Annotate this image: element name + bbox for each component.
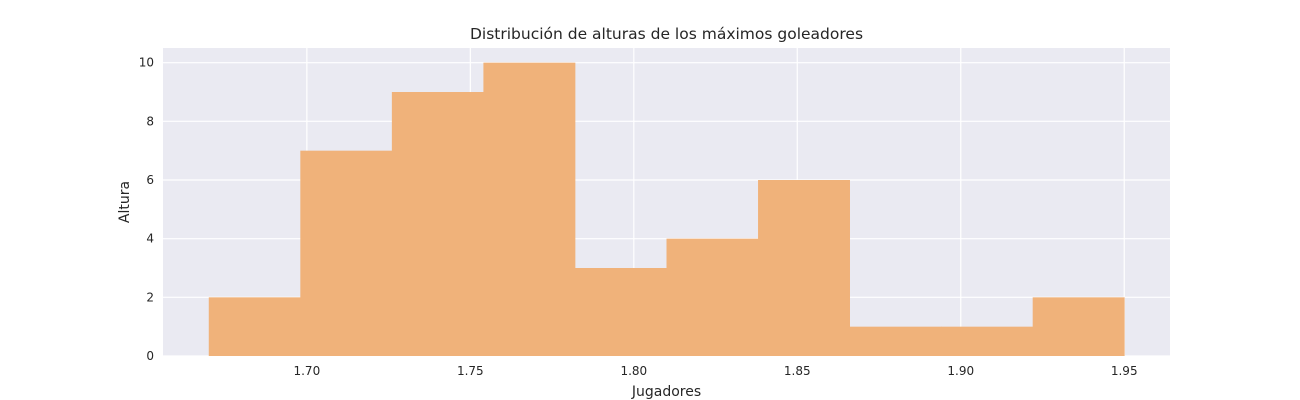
histogram-bar-2 <box>300 150 393 356</box>
histogram-bar-3 <box>391 92 484 356</box>
y-tick-label: 8 <box>146 114 154 128</box>
x-tick-label: 1.80 <box>620 364 647 378</box>
x-tick-label: 1.75 <box>457 364 484 378</box>
x-tick-label: 1.90 <box>947 364 974 378</box>
y-tick-label: 4 <box>146 232 154 246</box>
histogram-bar-5 <box>574 268 667 356</box>
y-tick-label: 2 <box>146 290 154 304</box>
bars <box>208 62 1125 357</box>
histogram-bar-7 <box>758 180 850 356</box>
chart-title: Distribución de alturas de los máximos g… <box>470 25 863 43</box>
x-tick-label: 1.70 <box>293 364 320 378</box>
y-tick-labels: 0 2 4 6 8 10 <box>139 56 154 363</box>
histogram-bar-1 <box>208 297 301 356</box>
y-tick-label: 0 <box>146 349 154 363</box>
x-tick-label: 1.95 <box>1111 364 1138 378</box>
y-tick-label: 6 <box>146 173 154 187</box>
x-tick-label: 1.85 <box>784 364 811 378</box>
histogram-bar-8 <box>849 326 942 356</box>
y-tick-label: 10 <box>139 56 154 70</box>
x-axis-label: Jugadores <box>631 384 701 400</box>
y-axis-label: Altura <box>117 181 133 223</box>
histogram-bar-9 <box>941 326 1034 356</box>
histogram-bar-10 <box>1032 297 1125 356</box>
histogram-bar-6 <box>666 238 759 356</box>
histogram-bar-4 <box>483 62 576 357</box>
x-tick-labels: 1.70 1.75 1.80 1.85 1.90 1.95 <box>293 364 1137 378</box>
